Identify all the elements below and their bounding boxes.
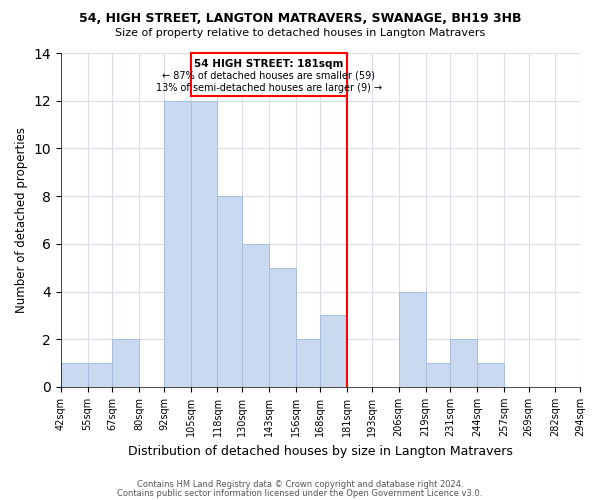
Bar (88, 363, 112, 387)
Text: Contains public sector information licensed under the Open Government Licence v3: Contains public sector information licen… (118, 488, 482, 498)
Text: ← 87% of detached houses are smaller (59): ← 87% of detached houses are smaller (59… (163, 70, 376, 81)
Text: Size of property relative to detached houses in Langton Matravers: Size of property relative to detached ho… (115, 28, 485, 38)
Bar (112, 339, 139, 387)
X-axis label: Distribution of detached houses by size in Langton Matravers: Distribution of detached houses by size … (128, 444, 513, 458)
Bar (320, 316, 347, 387)
Bar (164, 100, 191, 387)
Bar (425, 363, 450, 387)
Bar (191, 100, 217, 387)
Bar (477, 363, 504, 387)
Bar (217, 196, 242, 387)
Bar (296, 339, 320, 387)
Text: 54, HIGH STREET, LANGTON MATRAVERS, SWANAGE, BH19 3HB: 54, HIGH STREET, LANGTON MATRAVERS, SWAN… (79, 12, 521, 26)
Bar (191, 53, 347, 96)
Bar (450, 339, 477, 387)
Text: Contains HM Land Registry data © Crown copyright and database right 2024.: Contains HM Land Registry data © Crown c… (137, 480, 463, 489)
Bar (242, 244, 269, 387)
Y-axis label: Number of detached properties: Number of detached properties (15, 127, 28, 313)
Bar (399, 292, 425, 387)
Text: 54 HIGH STREET: 181sqm: 54 HIGH STREET: 181sqm (194, 58, 344, 68)
Bar (61, 363, 88, 387)
Text: 13% of semi-detached houses are larger (9) →: 13% of semi-detached houses are larger (… (156, 82, 382, 92)
Bar (269, 268, 296, 387)
